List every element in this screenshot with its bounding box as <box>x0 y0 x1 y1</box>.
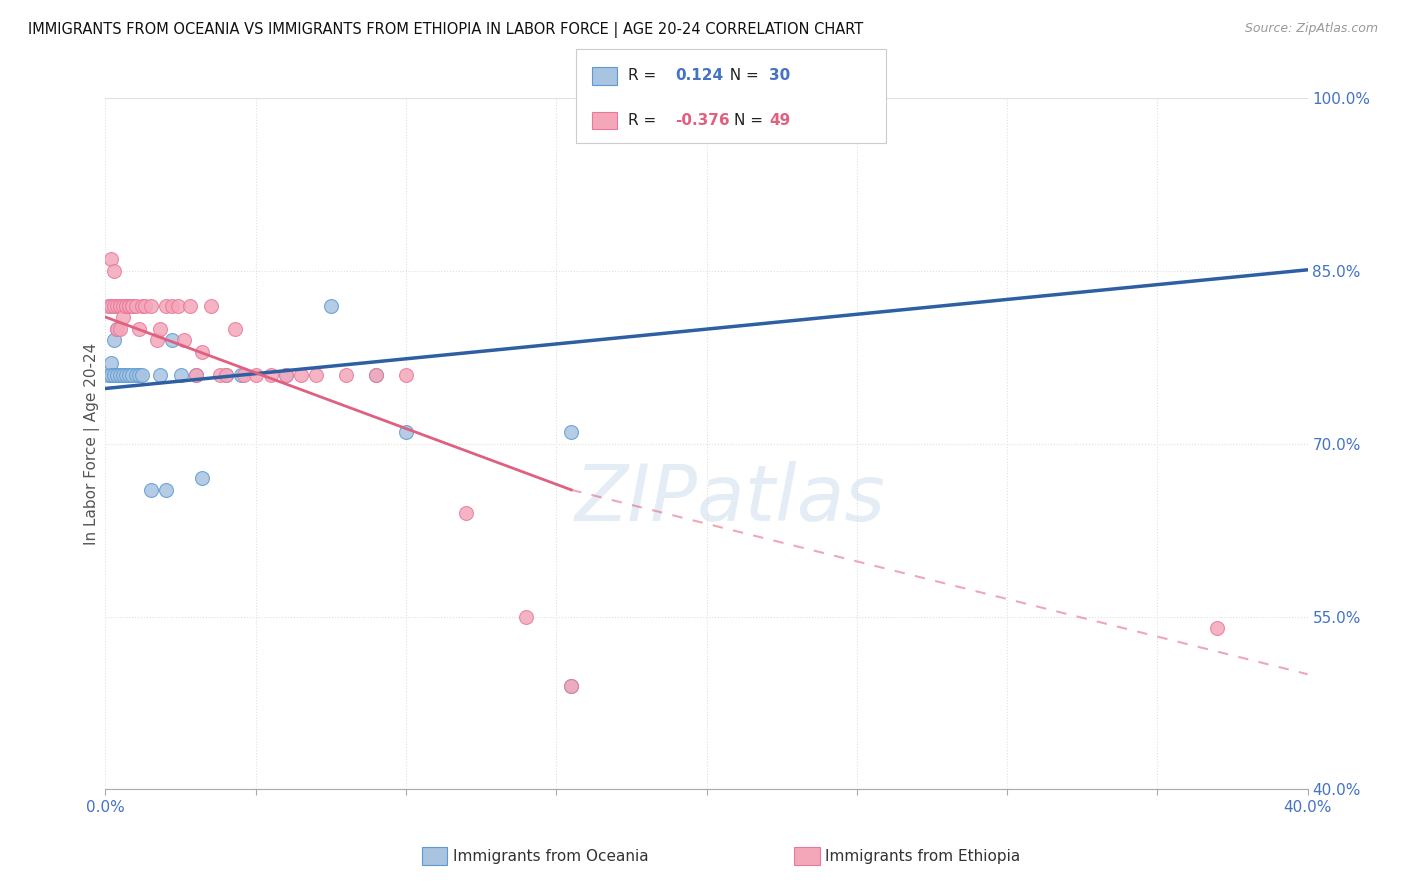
Point <box>364 368 387 382</box>
Point <box>155 483 177 497</box>
Point <box>245 368 267 382</box>
Point <box>103 264 125 278</box>
Point <box>124 368 146 382</box>
Text: ZIPatlas: ZIPatlas <box>575 461 886 537</box>
Point <box>118 368 141 382</box>
Point <box>107 321 129 335</box>
Point <box>173 333 195 347</box>
Point <box>134 299 156 313</box>
Point <box>121 299 143 313</box>
Point <box>110 299 132 313</box>
Text: Immigrants from Oceania: Immigrants from Oceania <box>453 849 648 863</box>
Point <box>560 679 582 693</box>
Point <box>148 368 170 382</box>
Point <box>97 368 120 382</box>
Point <box>128 321 150 335</box>
Text: N =: N = <box>734 113 768 128</box>
Point <box>121 299 143 313</box>
Text: Immigrants from Ethiopia: Immigrants from Ethiopia <box>825 849 1021 863</box>
Point <box>112 299 135 313</box>
Point <box>115 368 138 382</box>
Point <box>100 252 122 267</box>
Point <box>112 310 135 324</box>
Point <box>184 368 207 382</box>
Point <box>1206 621 1229 635</box>
Point <box>290 368 312 382</box>
Point <box>128 368 150 382</box>
Point <box>139 483 162 497</box>
Point <box>190 471 212 485</box>
Point <box>107 321 129 335</box>
Point <box>103 368 125 382</box>
Point <box>229 368 252 382</box>
Point <box>260 368 283 382</box>
Point <box>305 368 328 382</box>
Point <box>232 368 254 382</box>
Point <box>110 299 132 313</box>
Point <box>115 299 138 313</box>
Point <box>190 344 212 359</box>
Point <box>515 609 537 624</box>
Point <box>274 368 297 382</box>
Point <box>169 368 191 382</box>
Text: 0.124: 0.124 <box>675 69 723 83</box>
Point <box>121 368 143 382</box>
Y-axis label: In Labor Force | Age 20-24: In Labor Force | Age 20-24 <box>83 343 100 545</box>
Point <box>274 368 297 382</box>
Point <box>160 299 183 313</box>
Point <box>112 368 135 382</box>
Text: R =: R = <box>628 113 662 128</box>
Point <box>395 425 418 440</box>
Point <box>224 321 246 335</box>
Point <box>124 299 146 313</box>
Point <box>100 368 122 382</box>
Point <box>115 299 138 313</box>
Point <box>110 321 132 335</box>
Point <box>364 368 387 382</box>
Text: 49: 49 <box>769 113 790 128</box>
Point <box>103 333 125 347</box>
Point <box>319 299 342 313</box>
Point <box>200 299 222 313</box>
Point <box>100 299 122 313</box>
Point <box>160 333 183 347</box>
Text: IMMIGRANTS FROM OCEANIA VS IMMIGRANTS FROM ETHIOPIA IN LABOR FORCE | AGE 20-24 C: IMMIGRANTS FROM OCEANIA VS IMMIGRANTS FR… <box>28 22 863 38</box>
Text: 30: 30 <box>769 69 790 83</box>
Point <box>145 333 167 347</box>
Point <box>131 299 153 313</box>
Point <box>155 299 177 313</box>
Point <box>100 356 122 370</box>
Point <box>110 368 132 382</box>
Point <box>560 679 582 693</box>
Point <box>107 368 129 382</box>
Text: N =: N = <box>720 69 763 83</box>
Point <box>395 368 418 382</box>
Point <box>214 368 236 382</box>
Point <box>97 299 120 313</box>
Point <box>184 368 207 382</box>
Text: Source: ZipAtlas.com: Source: ZipAtlas.com <box>1244 22 1378 36</box>
Point <box>103 299 125 313</box>
Point <box>107 299 129 313</box>
Point <box>335 368 357 382</box>
Point <box>131 368 153 382</box>
Point <box>118 299 141 313</box>
Text: R =: R = <box>628 69 662 83</box>
Point <box>560 425 582 440</box>
Point <box>166 299 188 313</box>
Point <box>208 368 231 382</box>
Point <box>118 299 141 313</box>
Point <box>179 299 201 313</box>
Point <box>214 368 236 382</box>
Point <box>454 506 477 520</box>
Text: -0.376: -0.376 <box>675 113 730 128</box>
Point <box>139 299 162 313</box>
Point <box>148 321 170 335</box>
